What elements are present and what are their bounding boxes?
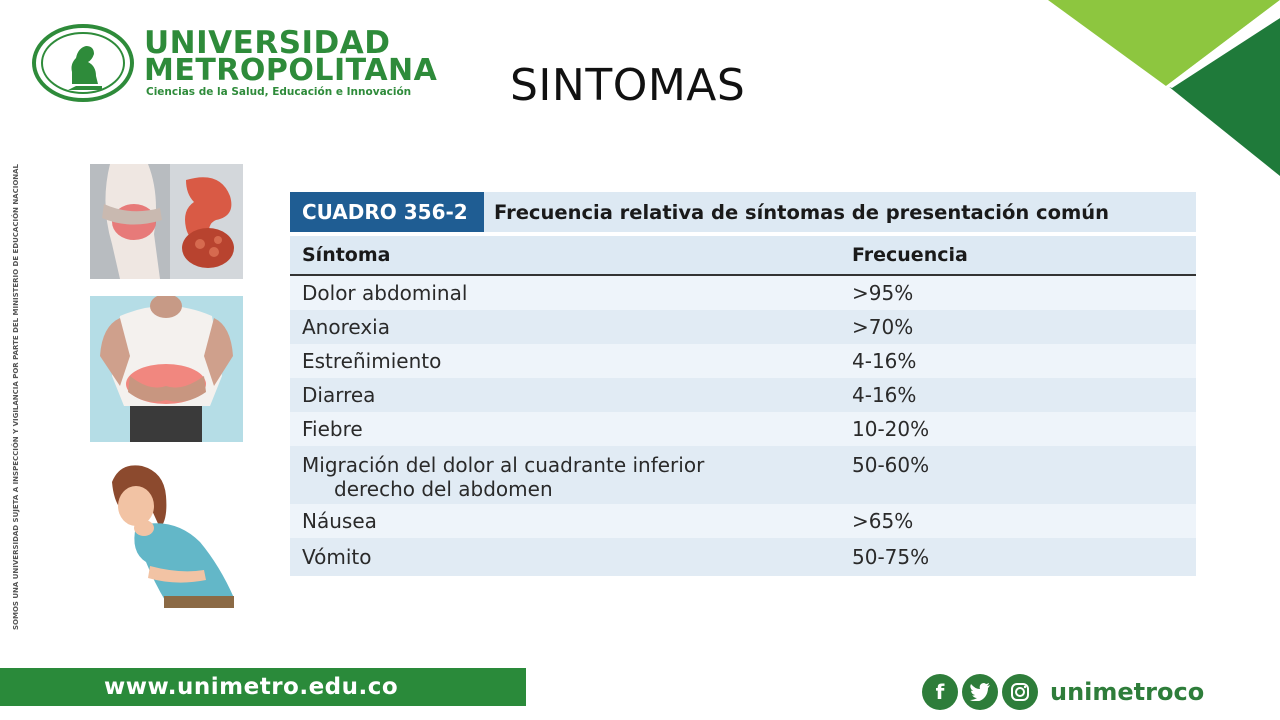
symptom-cell: Migración del dolor al cuadrante inferio…: [290, 453, 842, 501]
header-frequency: Frecuencia: [852, 244, 968, 266]
corner-decoration: [1048, 0, 1280, 176]
symptom-cell: Anorexia: [302, 315, 390, 339]
frequency-cell: >70%: [852, 315, 914, 339]
table-code: CUADRO 356-2: [290, 192, 484, 232]
table-caption: Frecuencia relativa de síntomas de prese…: [494, 200, 1110, 224]
symptom-cell: Diarrea: [302, 383, 376, 407]
table-row: Dolor abdominal >95%: [290, 276, 1196, 310]
symptom-cell: Estreñimiento: [302, 349, 442, 373]
svg-text:SOMOS UNA UNIVERSIDAD SUJETA A: SOMOS UNA UNIVERSIDAD SUJETA A INSPECCIÓ…: [11, 164, 20, 630]
abdominal-pain-intestines-photo: [90, 164, 243, 279]
logo-name-line2: METROPOLITANA: [144, 53, 438, 88]
twitter-icon[interactable]: [962, 674, 998, 710]
slide-title: SINTOMAS: [510, 60, 746, 111]
footer-url[interactable]: www.unimetro.edu.co: [104, 674, 399, 700]
accreditation-side-text: SOMOS UNA UNIVERSIDAD SUJETA A INSPECCIÓ…: [11, 164, 20, 630]
symptom-cell: Dolor abdominal: [302, 281, 468, 305]
social-handle[interactable]: unimetroco: [1050, 678, 1205, 706]
logo-tagline: Ciencias de la Salud, Educación e Innova…: [146, 86, 412, 98]
symptom-line2: derecho del abdomen: [334, 477, 553, 501]
symptom-cell: Náusea: [302, 509, 377, 533]
table-header-row: Síntoma Frecuencia: [290, 236, 1196, 276]
symptom-cell: Vómito: [302, 545, 372, 569]
man-holding-abdomen-photo: [90, 296, 243, 442]
university-logo: UNIVERSIDAD METROPOLITANA Ciencias de la…: [32, 24, 482, 104]
table-row: Anorexia >70%: [290, 310, 1196, 344]
social-links: f unimetroco: [922, 674, 1204, 710]
frequency-cell: 4-16%: [852, 349, 917, 373]
facebook-icon[interactable]: f: [922, 674, 958, 710]
frequency-cell: 50-75%: [852, 545, 930, 569]
frequency-cell: 50-60%: [852, 453, 930, 477]
table-row: Náusea >65%: [290, 504, 1196, 538]
table-title-bar: CUADRO 356-2 Frecuencia relativa de sínt…: [290, 192, 1196, 232]
header-symptom: Síntoma: [302, 244, 391, 266]
frequency-cell: 10-20%: [852, 417, 930, 441]
logo-name-line1: UNIVERSIDAD: [144, 25, 391, 61]
table-row: Diarrea 4-16%: [290, 378, 1196, 412]
frequency-cell: 4-16%: [852, 383, 917, 407]
thinker-seal-icon: [32, 24, 134, 102]
table-row: Estreñimiento 4-16%: [290, 344, 1196, 378]
instagram-icon[interactable]: [1002, 674, 1038, 710]
footer-url-bar: www.unimetro.edu.co: [0, 668, 526, 706]
nauseous-woman-illustration: [90, 462, 243, 608]
symptom-line1: Migración del dolor al cuadrante inferio…: [302, 453, 705, 477]
symptoms-frequency-table: CUADRO 356-2 Frecuencia relativa de sínt…: [290, 192, 1196, 576]
symptom-cell: Fiebre: [302, 417, 363, 441]
frequency-cell: >95%: [852, 281, 914, 305]
table-row: Migración del dolor al cuadrante inferio…: [290, 446, 1196, 504]
frequency-cell: >65%: [852, 509, 914, 533]
table-row: Vómito 50-75%: [290, 538, 1196, 576]
table-row: Fiebre 10-20%: [290, 412, 1196, 446]
